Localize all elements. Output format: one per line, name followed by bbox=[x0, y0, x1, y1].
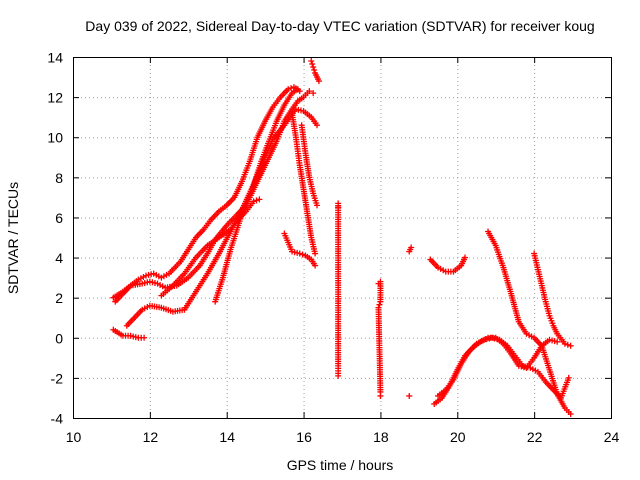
x-axis-tick-labels: 10 12 14 16 18 20 22 24 bbox=[66, 429, 620, 445]
data-point bbox=[294, 86, 301, 93]
data-point bbox=[335, 372, 342, 379]
y-tick-label: 2 bbox=[55, 290, 63, 306]
data-point bbox=[408, 244, 415, 251]
x-tick-label: 10 bbox=[66, 429, 82, 445]
series-arc1 bbox=[110, 326, 148, 341]
x-tick-label: 12 bbox=[143, 429, 159, 445]
series-arc7 bbox=[281, 230, 319, 269]
series-arc2 bbox=[110, 88, 317, 301]
data-point bbox=[256, 196, 263, 203]
series-arc11 bbox=[335, 200, 342, 379]
x-tick-label: 14 bbox=[219, 429, 235, 445]
x-tick-label: 18 bbox=[373, 429, 389, 445]
y-tick-label: 8 bbox=[55, 170, 63, 186]
data-point bbox=[311, 67, 318, 74]
data-point bbox=[377, 392, 384, 399]
series-arc3 bbox=[112, 84, 303, 305]
series-arc14 bbox=[427, 254, 468, 275]
series-arc6 bbox=[212, 86, 301, 305]
data-point bbox=[461, 254, 468, 261]
data-point bbox=[299, 251, 306, 258]
data-point bbox=[567, 410, 574, 417]
y-tick-label: 14 bbox=[47, 50, 63, 66]
data-point bbox=[376, 301, 383, 308]
data-point bbox=[285, 86, 292, 93]
y-tick-label: 10 bbox=[47, 130, 63, 146]
data-point bbox=[314, 202, 321, 209]
data-point bbox=[250, 198, 257, 205]
grid-lines bbox=[73, 57, 611, 418]
y-axis-label: SDTVAR / TECUs bbox=[5, 182, 21, 294]
y-tick-label: 0 bbox=[55, 330, 63, 346]
chart-title: Day 039 of 2022, Sidereal Day-to-day VTE… bbox=[85, 18, 594, 34]
series-arc18 bbox=[531, 250, 574, 349]
data-point bbox=[565, 374, 572, 381]
data-point bbox=[310, 64, 317, 71]
data-point bbox=[564, 341, 571, 348]
data-point bbox=[554, 338, 561, 345]
data-point bbox=[312, 250, 319, 257]
data-series bbox=[110, 58, 574, 417]
series-arc10 bbox=[298, 122, 321, 209]
data-point bbox=[314, 122, 321, 129]
axis-ticks bbox=[73, 57, 612, 419]
y-tick-label: -4 bbox=[51, 411, 64, 427]
data-point bbox=[306, 88, 313, 95]
series-arc12 bbox=[375, 278, 384, 399]
data-point bbox=[567, 342, 574, 349]
y-tick-label: 6 bbox=[55, 210, 63, 226]
data-point bbox=[312, 262, 319, 269]
data-point bbox=[309, 61, 316, 68]
y-tick-label: 12 bbox=[47, 90, 63, 106]
x-tick-label: 16 bbox=[296, 429, 312, 445]
y-tick-label: 4 bbox=[55, 250, 63, 266]
series-arc16 bbox=[435, 334, 572, 401]
y-axis-tick-labels: -4 -2 0 2 4 6 8 10 12 14 bbox=[47, 50, 63, 427]
data-point bbox=[315, 78, 322, 85]
plot-frame bbox=[73, 57, 612, 419]
data-point bbox=[308, 58, 315, 65]
data-point bbox=[377, 298, 384, 305]
data-point bbox=[296, 250, 303, 257]
series-arc9 bbox=[308, 58, 322, 85]
y-tick-label: -2 bbox=[51, 370, 64, 386]
series-arc8 bbox=[289, 110, 319, 257]
data-point bbox=[561, 340, 568, 347]
series-arc13 bbox=[406, 244, 415, 399]
data-point bbox=[335, 204, 342, 211]
x-tick-label: 20 bbox=[450, 429, 466, 445]
data-point bbox=[406, 392, 413, 399]
x-tick-label: 22 bbox=[527, 429, 543, 445]
data-point bbox=[253, 197, 260, 204]
data-point bbox=[310, 90, 317, 97]
x-axis-label: GPS time / hours bbox=[287, 457, 394, 473]
data-point bbox=[141, 334, 148, 341]
x-tick-label: 24 bbox=[604, 429, 620, 445]
series-arc17 bbox=[485, 228, 574, 417]
